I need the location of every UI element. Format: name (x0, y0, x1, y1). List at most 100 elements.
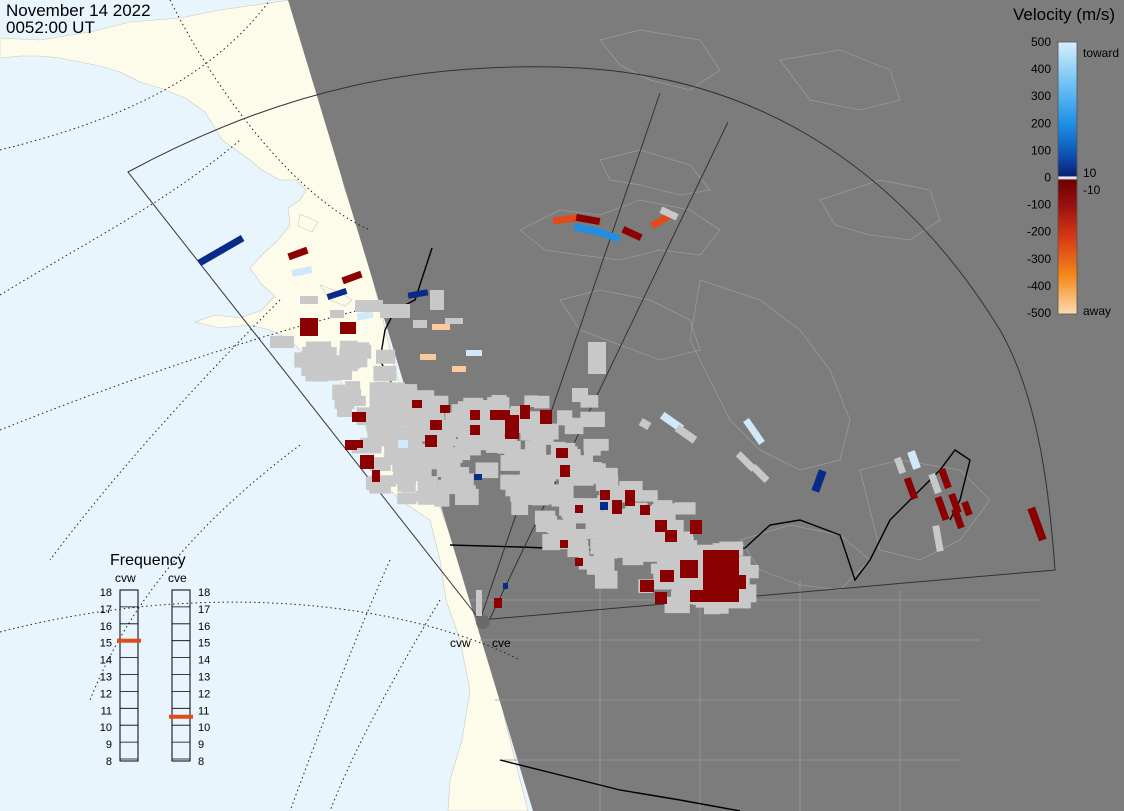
scatter-cell (638, 418, 652, 430)
scatter-cell (409, 414, 435, 426)
legend-tick-label: -300 (1027, 252, 1051, 266)
frequency-panel: Frequency cvw cve 18 17 16 15 14 13 12 11 10 9 8 18… (100, 552, 211, 768)
scatter-cell (291, 265, 313, 278)
scatter-cell (197, 234, 245, 267)
scatter-cell (578, 510, 602, 521)
velocity-color-bar (1057, 41, 1078, 315)
legend-toward-label: toward (1083, 46, 1119, 60)
frequency-scale-label: 16 (100, 621, 112, 633)
scatter-cell (474, 474, 482, 480)
scatter-cell (586, 559, 603, 575)
scatter-cell (750, 463, 770, 484)
scatter-cell (430, 420, 442, 430)
scatter-cell (616, 531, 634, 543)
scatter-cell (575, 558, 583, 566)
scatter-cell (655, 592, 667, 604)
radar-fov (127, 66, 1056, 626)
frequency-scale-label: 18 (100, 587, 112, 599)
scatter-cell (625, 502, 648, 515)
scatter-cell (573, 223, 603, 236)
legend-tick-label: -500 (1027, 306, 1051, 320)
velocity-legend: Velocity (m/s) 500 400 300 200 100 0 -100 -200 -… (1013, 5, 1119, 320)
legend-away-label: away (1083, 304, 1111, 318)
frequency-scale-label: 18 (198, 587, 210, 599)
frequency-scale-label: 12 (100, 688, 112, 700)
scatter-cell (300, 296, 318, 304)
scatter-cell (375, 349, 396, 364)
scatter-cell (425, 435, 437, 447)
frequency-marker-cve (169, 714, 193, 719)
frequency-scale-label: 10 (198, 722, 210, 734)
scatter-cell (494, 598, 502, 608)
frequency-radar-cve: cve (168, 571, 187, 585)
scatter-cell (948, 492, 962, 515)
legend-tick-label: 300 (1031, 89, 1051, 103)
scatter-cell (583, 444, 601, 456)
scatter-cell (429, 408, 445, 420)
scatter-cell (932, 525, 944, 552)
scatter-cell (607, 543, 633, 558)
scatter-cell (660, 570, 674, 582)
scatter-cell (458, 473, 474, 490)
scatter-cell (415, 491, 438, 502)
frequency-scale-label: 15 (100, 638, 112, 650)
scatter-cell (461, 417, 477, 429)
frequency-scale-label: 12 (198, 688, 210, 700)
frequency-scale-label: 10 (100, 722, 112, 734)
scatter-cell (372, 470, 380, 482)
scatter-cell (418, 424, 442, 436)
legend-tick-label: -200 (1027, 225, 1051, 239)
scatter-cell (934, 496, 950, 521)
scatter-cell (938, 467, 952, 490)
frequency-scale-box (119, 589, 139, 762)
radar-label-cvw: cvw (450, 636, 471, 650)
scatter-cell (411, 469, 429, 481)
scatter-cell (505, 415, 519, 439)
scatter-cell (590, 463, 606, 476)
frequency-scale-label: 11 (198, 705, 209, 717)
scatter-cell (540, 410, 552, 424)
frequency-scale-label: 11 (101, 705, 112, 717)
frequency-scale-label: 17 (100, 604, 112, 616)
scatter-cell (640, 580, 654, 592)
scatter-cell (467, 416, 490, 428)
scatter-cell (352, 412, 366, 422)
scatter-cell (353, 440, 363, 448)
scatter-cell (380, 304, 410, 318)
nightside-shading (288, 0, 1124, 811)
radar-site-marker (476, 615, 490, 629)
scatter-cell (398, 440, 408, 448)
frequency-scale-label: 8 (106, 756, 112, 768)
scatter-cell (575, 213, 601, 226)
scatter-cell (405, 421, 426, 434)
scatter-cell (500, 460, 524, 471)
scatter-cell (600, 490, 610, 500)
legend-tick-label: 200 (1031, 116, 1051, 130)
scatter-cell (340, 322, 356, 334)
frequency-scale-label: 8 (198, 756, 204, 768)
scatter-cell (417, 476, 438, 488)
scatter-cell (360, 455, 374, 469)
scatter-cell (383, 454, 407, 466)
scatter-cell (572, 388, 588, 402)
scatter-cell (487, 397, 510, 413)
scatter-cell (503, 583, 508, 589)
scatter-cell (625, 490, 635, 506)
scatter-cell (560, 540, 568, 548)
scatter-cell (690, 590, 704, 602)
date-label: November 14 2022 (6, 1, 151, 20)
scatter-cell (557, 410, 573, 426)
scatter-cell (674, 502, 696, 515)
time-label: 0052:00 UT (6, 18, 95, 37)
frequency-title: Frequency (110, 552, 186, 569)
scatter-cell (533, 395, 550, 409)
frequency-scale-label: 15 (198, 638, 210, 650)
scatter-cell (270, 336, 294, 348)
lat-lon-grid (0, 0, 521, 811)
scatter-cell (345, 381, 361, 392)
scatter-cell (556, 448, 568, 458)
scatter-cell (893, 456, 907, 475)
scatter-cell (580, 411, 605, 428)
scatter-cell (640, 505, 650, 515)
